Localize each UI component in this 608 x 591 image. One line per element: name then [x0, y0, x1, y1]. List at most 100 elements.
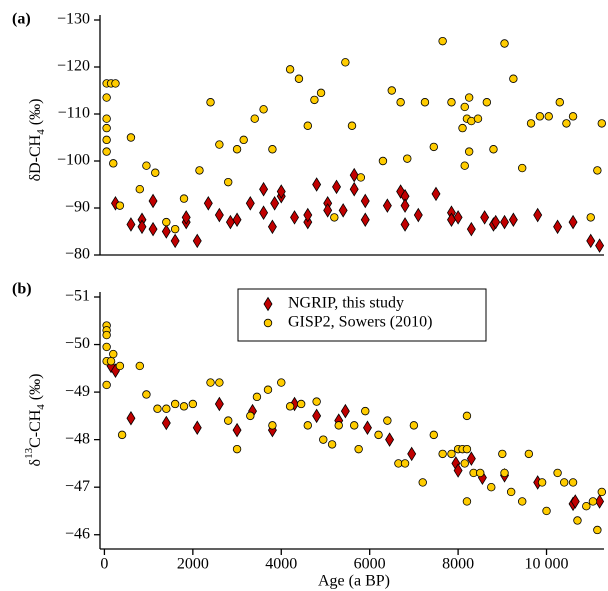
- circle-marker: [259, 105, 268, 114]
- y-tick-label: −50: [65, 335, 90, 352]
- diamond-marker: [595, 494, 605, 509]
- circle-marker: [188, 399, 198, 409]
- legend-marker: [263, 318, 273, 328]
- diamond-marker: [203, 196, 213, 211]
- diamond-marker: [259, 181, 269, 197]
- circle-marker: [462, 444, 472, 454]
- diamond-marker: [466, 221, 476, 237]
- circle-marker: [232, 444, 242, 454]
- circle-marker: [537, 478, 547, 487]
- circle-marker: [462, 497, 472, 506]
- circle-marker: [593, 166, 602, 175]
- diamond-marker: [508, 212, 518, 228]
- y-label-sub: 4: [35, 404, 47, 410]
- y-axis-label: δ13C-CH4 (‰): [23, 374, 47, 467]
- circle-marker: [524, 449, 534, 459]
- circle-marker: [487, 482, 496, 492]
- circle-marker: [356, 173, 366, 182]
- circle-marker: [246, 411, 255, 421]
- circle-marker: [102, 342, 111, 352]
- diamond-marker: [214, 207, 224, 223]
- circle-marker: [568, 112, 578, 121]
- circle-marker: [542, 506, 551, 516]
- circle-marker: [438, 36, 447, 46]
- circle-marker: [170, 399, 180, 409]
- y-axis-label: δD-CH4 (‰): [27, 99, 47, 182]
- circle-marker: [151, 168, 160, 177]
- diamond-marker: [340, 403, 350, 419]
- circle-marker: [250, 114, 259, 123]
- circle-marker: [319, 435, 328, 444]
- circle-marker: [312, 397, 321, 406]
- circle-marker: [106, 356, 116, 366]
- diamond-marker: [312, 408, 322, 424]
- circle-marker: [409, 421, 419, 430]
- diamond-marker: [480, 210, 490, 225]
- circle-marker: [473, 114, 483, 123]
- diamond-marker: [148, 221, 158, 237]
- circle-marker: [429, 430, 438, 440]
- circle-marker: [109, 159, 118, 168]
- y-tick-label: −49: [65, 383, 90, 400]
- y-tick-label: −46: [65, 525, 90, 542]
- diamond-marker: [232, 212, 242, 228]
- circle-marker: [153, 404, 162, 413]
- circle-marker: [215, 378, 224, 387]
- diamond-marker: [466, 451, 476, 466]
- diamond-marker: [290, 210, 299, 225]
- circle-marker: [316, 88, 326, 98]
- circle-marker: [135, 361, 144, 371]
- x-tick-label: 6000: [354, 556, 386, 573]
- diamond-marker: [161, 415, 171, 431]
- circle-marker: [378, 156, 388, 166]
- circle-marker: [268, 421, 277, 430]
- panel-label: (a): [12, 11, 31, 28]
- diamond-marker: [332, 179, 341, 195]
- circle-marker: [347, 121, 357, 130]
- circle-marker: [387, 86, 396, 95]
- y-tick-label: −130: [57, 11, 90, 28]
- x-tick-label: 2000: [177, 556, 209, 573]
- circle-marker: [403, 154, 412, 163]
- y-label-part: δD-CH: [27, 134, 44, 181]
- circle-marker: [330, 213, 339, 222]
- diamond-marker: [400, 198, 410, 213]
- circle-marker: [102, 135, 111, 145]
- circle-marker: [215, 140, 224, 149]
- circle-marker: [115, 361, 125, 371]
- diamond-marker: [431, 186, 441, 202]
- y-label-part: δ: [27, 459, 44, 467]
- diamond-marker: [192, 420, 202, 436]
- circle-marker: [482, 98, 492, 107]
- circle-marker: [597, 487, 606, 497]
- diamond-marker: [349, 167, 359, 183]
- x-tick-label: 4000: [265, 556, 297, 573]
- circle-marker: [224, 416, 233, 425]
- circle-marker: [582, 502, 591, 511]
- circle-marker: [573, 516, 582, 525]
- y-label-part: (‰): [27, 374, 44, 405]
- y-tick-label: −80: [65, 246, 90, 263]
- panel-label: (b): [12, 281, 32, 298]
- diamond-marker: [360, 212, 370, 228]
- diamond-marker: [500, 214, 509, 230]
- circle-marker: [334, 421, 343, 430]
- circle-marker: [102, 330, 111, 340]
- circle-marker: [396, 98, 405, 107]
- diamond-marker: [259, 205, 269, 220]
- diamond-marker: [126, 410, 136, 426]
- circle-marker: [142, 390, 151, 399]
- circle-marker: [586, 213, 595, 222]
- y-label-sup: 13: [23, 447, 35, 459]
- circle-marker: [447, 98, 456, 107]
- diamond-marker: [570, 494, 580, 509]
- circle-marker: [374, 430, 383, 440]
- circle-marker: [135, 184, 144, 194]
- circle-marker: [400, 459, 410, 468]
- circle-marker: [268, 145, 277, 154]
- diamond-marker: [553, 219, 563, 235]
- diamond-marker: [400, 217, 410, 232]
- circle-marker: [303, 421, 312, 430]
- diamond-marker: [161, 224, 171, 239]
